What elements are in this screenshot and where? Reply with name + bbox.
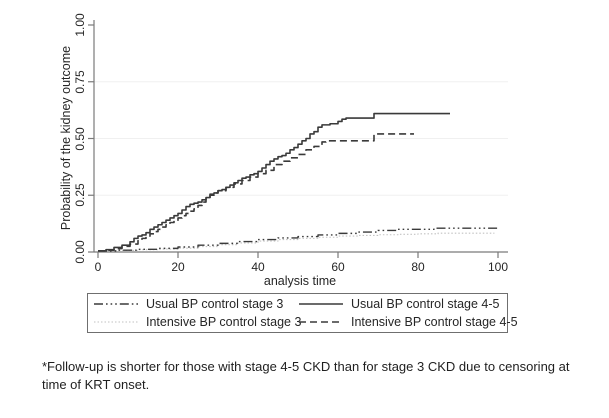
y-axis-title: Probability of the kidney outcome xyxy=(59,45,73,231)
x-axis-title: analysis time xyxy=(263,274,337,288)
xtick-100: 100 xyxy=(487,260,509,274)
ytick-0.75: 0.75 xyxy=(73,70,87,94)
ytick-0.50: 0.50 xyxy=(73,127,87,151)
legend-item-intensive-stage-4-5: Intensive BP control stage 4-5 xyxy=(299,315,518,329)
faint-dotted-line-sample xyxy=(94,321,138,323)
legend-item-intensive-stage-3: Intensive BP control stage 3 xyxy=(94,315,302,329)
legend-label: Intensive BP control stage 3 xyxy=(146,315,302,329)
dashed-line-sample xyxy=(299,321,343,323)
xtick-20: 20 xyxy=(171,260,185,274)
xtick-80: 80 xyxy=(411,260,425,274)
solid-line-sample xyxy=(299,303,343,305)
km-plot-svg xyxy=(88,20,508,258)
dash-dot-line-sample xyxy=(94,303,138,305)
ytick-0.00: 0.00 xyxy=(73,240,87,264)
legend: Usual BP control stage 3 Usual BP contro… xyxy=(87,293,518,333)
legend-item-usual-stage-3: Usual BP control stage 3 xyxy=(94,297,299,311)
legend-row-1: Usual BP control stage 3 Usual BP contro… xyxy=(94,295,501,313)
ytick-1.00: 1.00 xyxy=(73,13,87,37)
xtick-40: 40 xyxy=(251,260,265,274)
km-curve-intensive-bp-control-stage-4-5 xyxy=(98,133,414,252)
legend-label: Intensive BP control stage 4-5 xyxy=(351,315,518,329)
ytick-0.25: 0.25 xyxy=(73,183,87,207)
xtick-0: 0 xyxy=(94,260,102,274)
km-curve-intensive-bp-control-stage-3 xyxy=(98,232,495,252)
legend-label: Usual BP control stage 4-5 xyxy=(351,297,500,311)
footnote: *Follow-up is shorter for those with sta… xyxy=(42,359,570,393)
legend-item-usual-stage-4-5: Usual BP control stage 4-5 xyxy=(299,297,501,311)
legend-label: Usual BP control stage 3 xyxy=(146,297,284,311)
xtick-60: 60 xyxy=(331,260,345,274)
km-curve-usual-bp-control-stage-4-5 xyxy=(98,112,450,252)
legend-row-2: Intensive BP control stage 3 Intensive B… xyxy=(94,313,518,331)
